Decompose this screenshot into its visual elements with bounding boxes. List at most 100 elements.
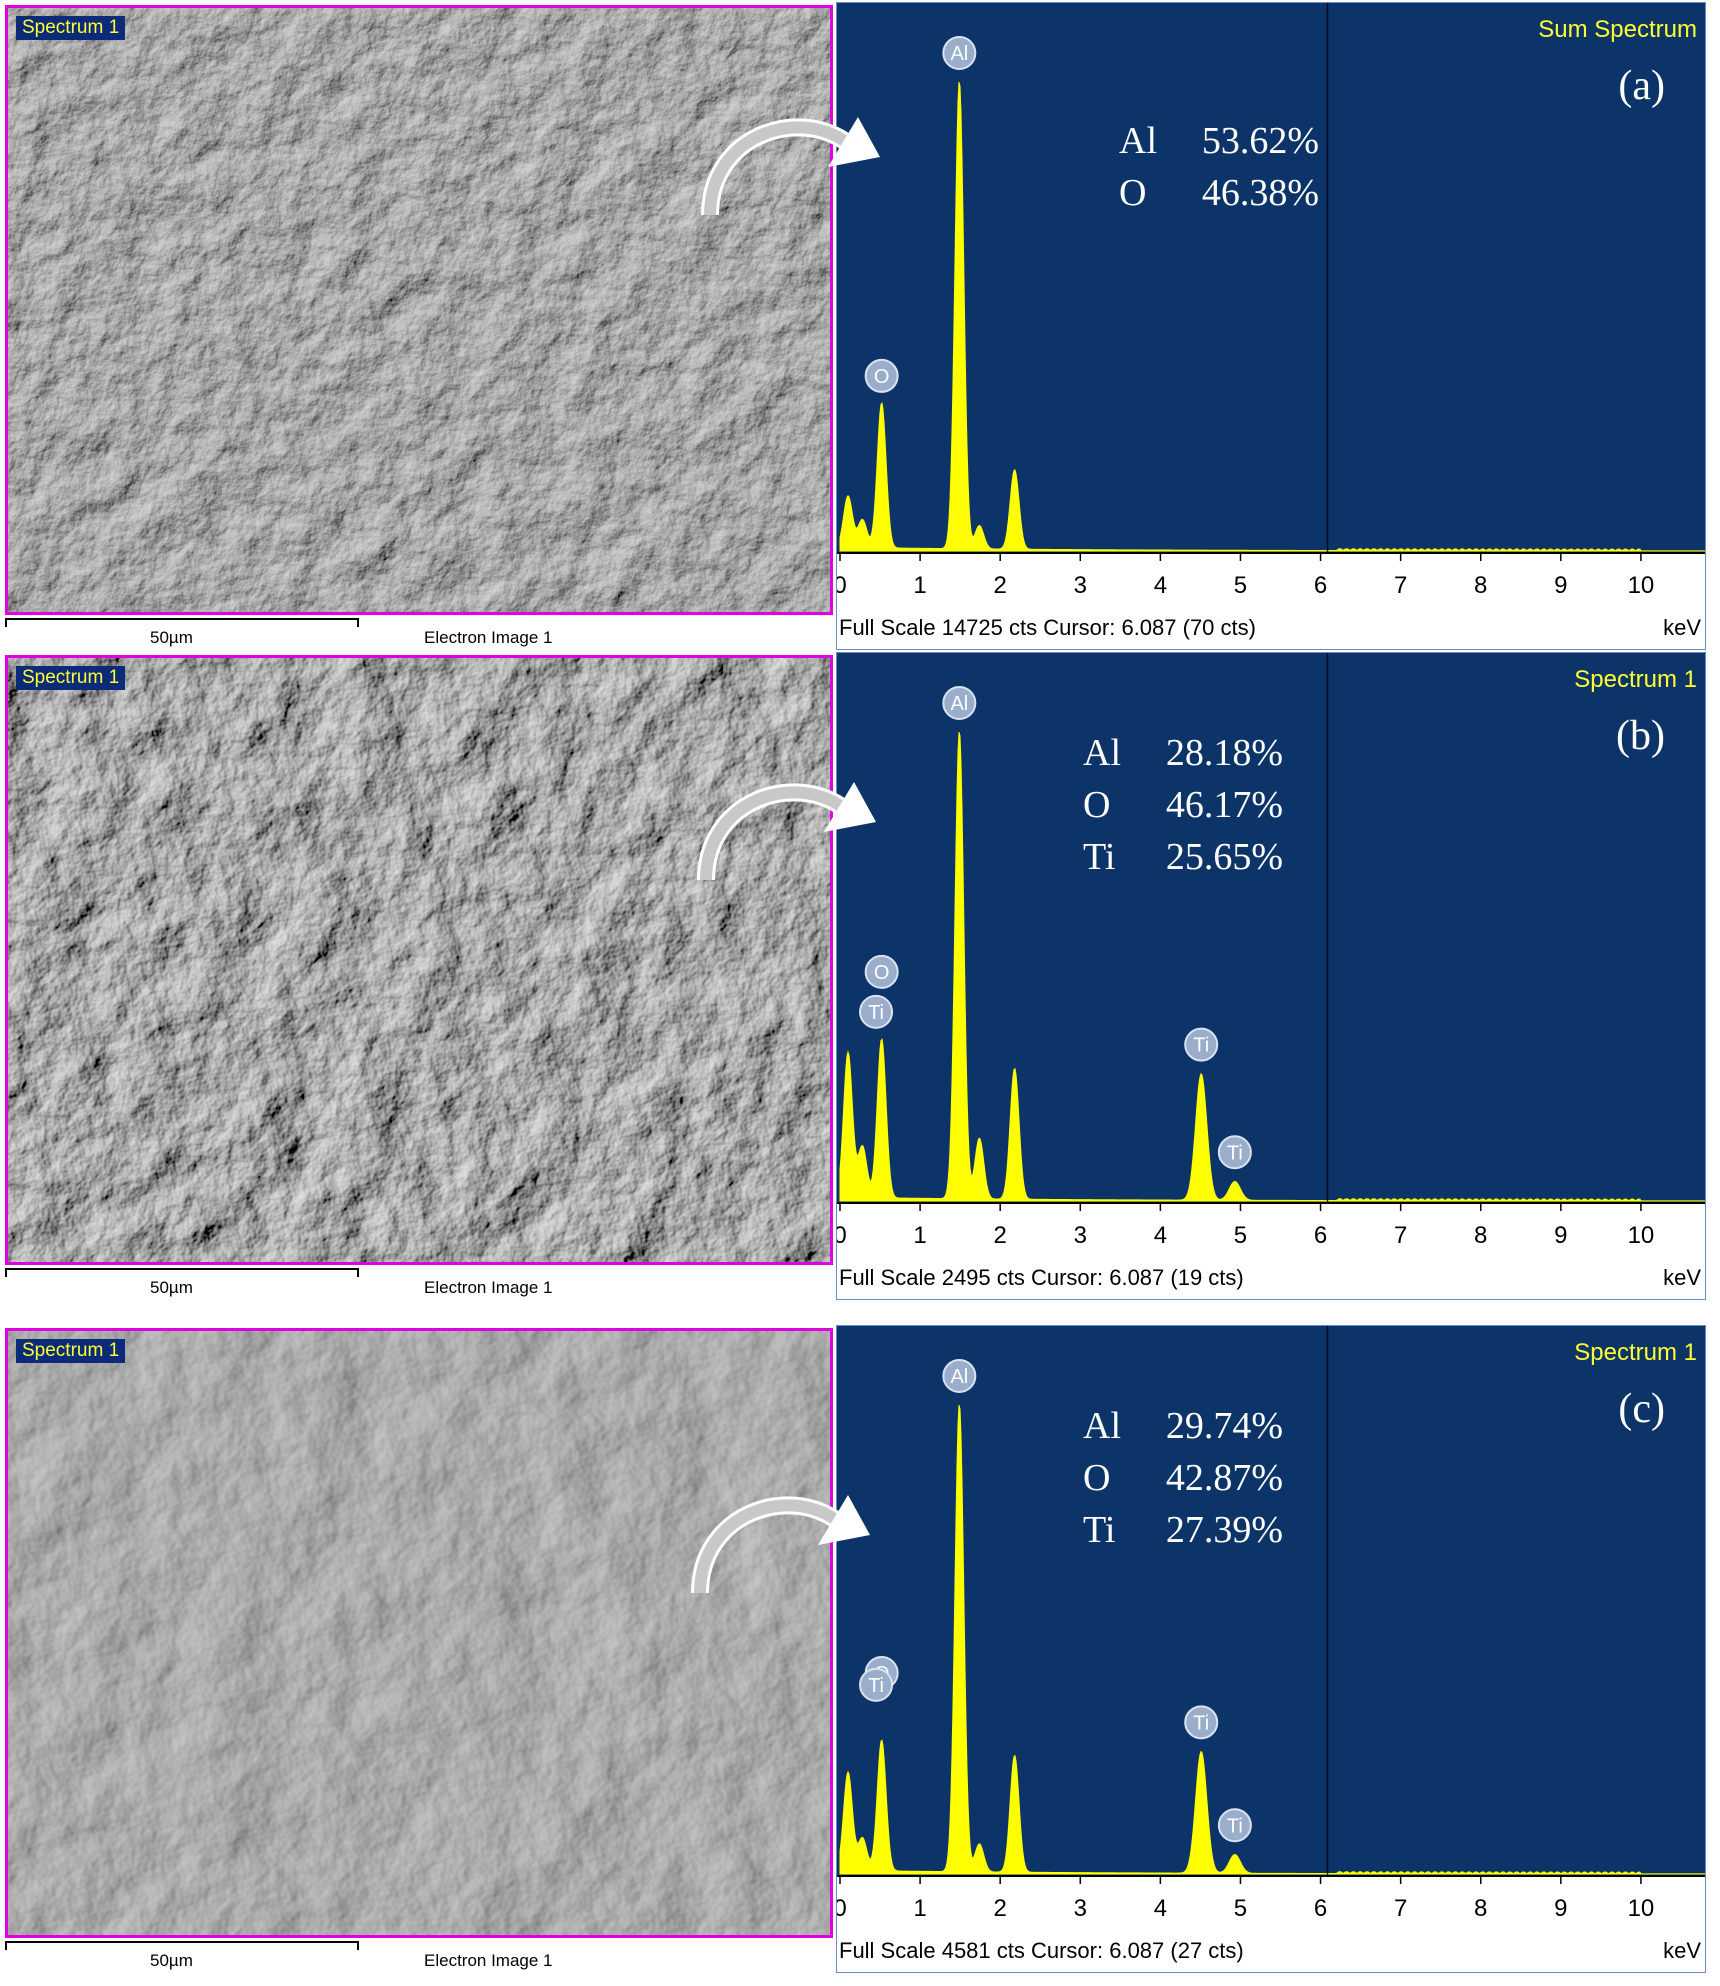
composition-value: 27.39% [1166,1509,1283,1551]
peak-label: Ti [1227,1815,1243,1837]
peak-label-badge [1184,1027,1219,1062]
x-tick-label: 8 [1474,572,1487,599]
composition-element: Al [1083,1405,1121,1447]
x-tick-label: 7 [1394,1222,1407,1249]
peak-label: O [874,962,890,984]
composition-element: Ti [1083,836,1115,878]
composition-value: 29.74% [1166,1405,1283,1447]
x-tick-label: 4 [1154,1895,1167,1922]
spectrum-area [839,1404,1705,1875]
peak-label-badge [864,954,899,989]
full-scale-readout: Full Scale 2495 cts Cursor: 6.087 (19 ct… [839,1265,1244,1290]
electron-image-label: Electron Image 1 [424,1951,553,1970]
x-tick-label: 10 [1628,1222,1655,1249]
x-tick-label: 1 [913,1222,926,1249]
x-tick-label: 1 [913,1895,926,1922]
eds-spectrum: 0 1 2 3 4 5 6 7 8 9 10 Full Scale 4581 cts Cursor: … [836,1325,1706,1973]
composition-element: Al [1083,732,1121,774]
peak-label-badge [942,36,977,70]
peak-label: Al [950,1366,968,1388]
peak-label-badge [864,358,899,393]
spectrum-title: Spectrum 1 [1574,1339,1697,1366]
spectrum-background [837,3,1705,553]
spectrum-chart: 0 1 2 3 4 5 6 7 8 9 10 Full Scale 14725 cts Cursor:… [837,3,1705,640]
peak-label: Ti [868,1675,884,1697]
spectrum-tag: Spectrum 1 [16,666,126,690]
sem-texture [8,658,830,1262]
peak-label-badge [1217,1808,1252,1843]
composition-value: 28.18% [1166,732,1283,774]
composition-value: 25.65% [1166,836,1283,878]
composition-element: Ti [1083,1509,1115,1551]
x-tick-label: 3 [1074,572,1087,599]
x-tick-label: 0 [837,1222,847,1249]
peak-label: Al [950,693,968,715]
x-tick-label: 9 [1554,1895,1567,1922]
composition-value: 53.62% [1202,120,1319,162]
x-tick-label: 9 [1554,572,1567,599]
panel-c: Spectrum 1 50µm Electron Image 1 0 1 2 3 4 5 6… [0,1323,1720,1985]
x-tick-label: 5 [1234,1895,1247,1922]
spectrum-title: Spectrum 1 [1574,666,1697,693]
sem-image: Spectrum 1 [5,1328,833,1938]
full-scale-readout: Full Scale 4581 cts Cursor: 6.087 (27 ct… [839,1938,1244,1963]
spectrum-background [837,653,1705,1203]
x-tick-label: 8 [1474,1895,1487,1922]
full-scale-readout: Full Scale 14725 cts Cursor: 6.087 (70 c… [839,615,1256,640]
panel-label: (c) [1618,1386,1665,1432]
electron-image-label: Electron Image 1 [424,628,553,647]
peak-label-badge [942,1359,977,1393]
spectrum-area [839,731,1705,1202]
electron-image-label: Electron Image 1 [424,1278,553,1297]
spectrum-chart: 0 1 2 3 4 5 6 7 8 9 10 Full Scale 4581 cts Cursor: … [837,1326,1705,1963]
composition-element: O [1119,172,1146,214]
peak-label-badge [1184,1705,1219,1740]
spectrum-title: Sum Spectrum [1538,16,1697,43]
x-tick-label: 5 [1234,1222,1247,1249]
x-tick-label: 7 [1394,572,1407,599]
peak-label: Ti [1227,1142,1243,1164]
composition-value: 42.87% [1166,1457,1283,1499]
panel-label: (a) [1618,63,1665,109]
spectrum-tag: Spectrum 1 [16,16,126,40]
x-tick-label: 5 [1234,572,1247,599]
peak-label-badge [1217,1135,1252,1170]
composition-element: O [1083,784,1110,826]
peak-label: Ti [868,1002,884,1024]
x-tick-label: 6 [1314,1222,1327,1249]
peak-label: Ti [1193,1035,1209,1057]
composition-element: Al [1119,120,1157,162]
x-tick-label: 0 [837,572,847,599]
sem-image: Spectrum 1 [5,655,833,1265]
x-axis-unit: keV [1663,615,1701,640]
peak-label: Ti [1193,1712,1209,1734]
peak-label: Al [950,43,968,65]
x-tick-label: 7 [1394,1895,1407,1922]
x-tick-label: 3 [1074,1895,1087,1922]
x-axis-unit: keV [1663,1265,1701,1290]
x-tick-label: 2 [994,572,1007,599]
panel-a: Spectrum 1 50µm Electron Image 1 0 1 2 3 4 5 6… [0,0,1720,662]
spectrum-background [837,1326,1705,1876]
curved-arrow-icon [701,117,880,215]
x-tick-label: 4 [1154,572,1167,599]
x-tick-label: 10 [1628,1895,1655,1922]
x-tick-label: 6 [1314,572,1327,599]
composition-value: 46.38% [1202,172,1319,214]
spectrum-chart: 0 1 2 3 4 5 6 7 8 9 10 Full Scale 2495 cts Cursor: … [837,653,1705,1290]
peak-label-badge [942,686,977,720]
x-tick-label: 0 [837,1895,847,1922]
x-tick-label: 2 [994,1895,1007,1922]
scale-label: 50µm [150,628,193,647]
composition-value: 46.17% [1166,784,1283,826]
x-axis-unit: keV [1663,1938,1701,1963]
scale-bar [5,1268,359,1277]
peak-label-badge [859,1667,894,1702]
peak-label-badge [859,994,894,1029]
x-tick-label: 9 [1554,1222,1567,1249]
x-tick-label: 3 [1074,1222,1087,1249]
x-tick-label: 1 [913,572,926,599]
scale-label: 50µm [150,1278,193,1297]
x-tick-label: 6 [1314,1895,1327,1922]
x-tick-label: 2 [994,1222,1007,1249]
